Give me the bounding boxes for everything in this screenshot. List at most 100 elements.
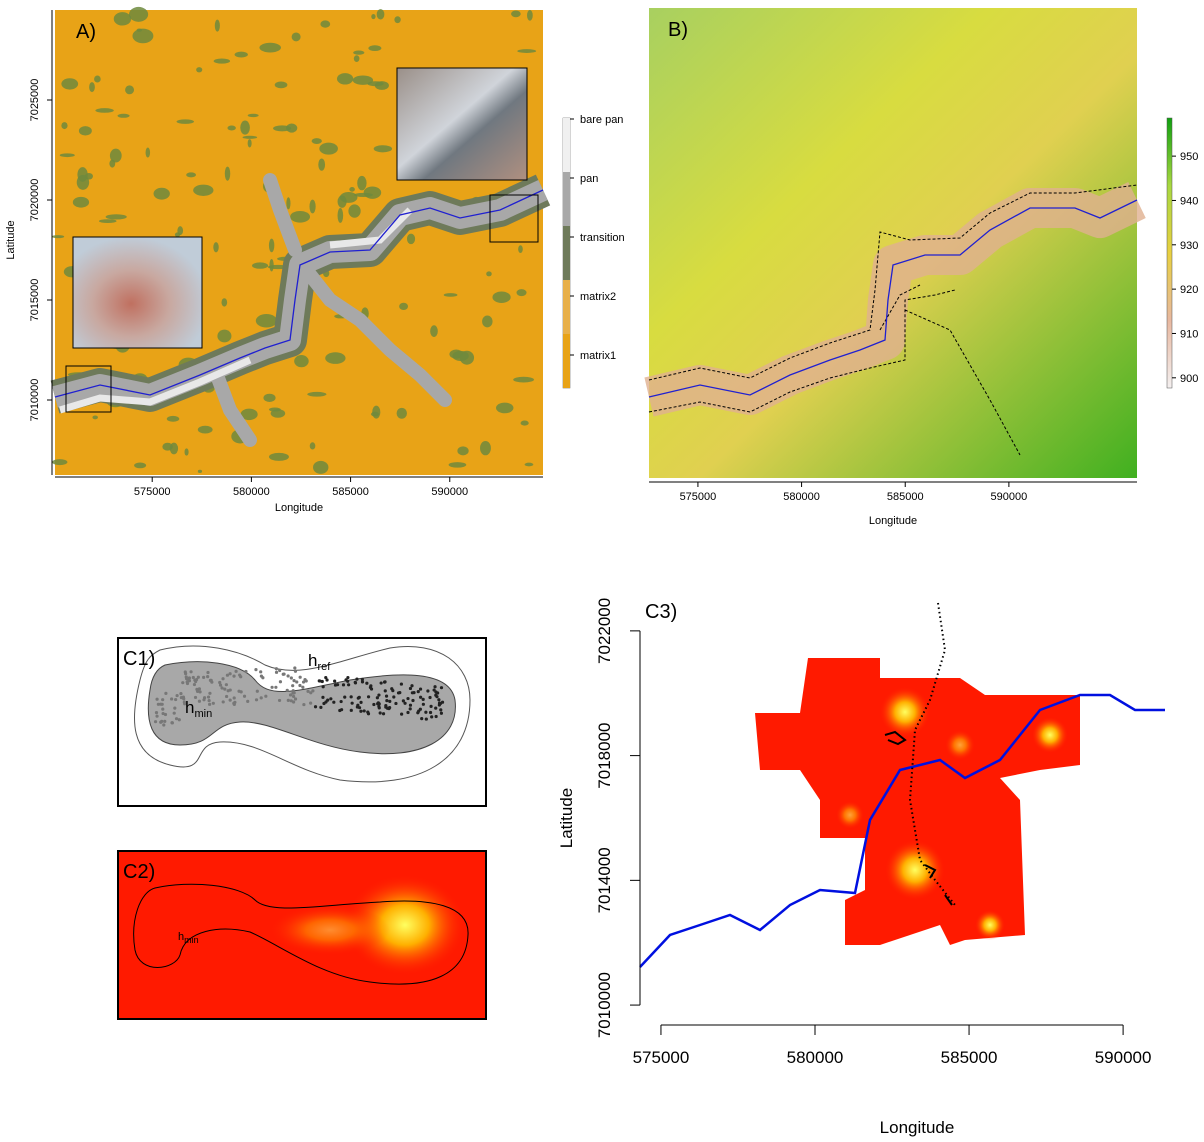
location bbox=[384, 689, 387, 692]
transition-patch bbox=[496, 403, 513, 414]
location bbox=[160, 720, 163, 723]
location bbox=[289, 693, 292, 696]
map-a bbox=[52, 7, 543, 475]
location bbox=[383, 680, 386, 683]
location bbox=[175, 717, 178, 720]
location bbox=[390, 687, 393, 690]
location bbox=[229, 688, 232, 691]
y-tick-label: 7015000 bbox=[29, 279, 41, 322]
legend-label: transition bbox=[580, 232, 625, 244]
location bbox=[293, 666, 296, 669]
location bbox=[174, 698, 177, 701]
annotation-sub: ref bbox=[317, 661, 331, 673]
x-tick-label: 590000 bbox=[991, 491, 1028, 503]
location bbox=[254, 668, 257, 671]
location bbox=[221, 677, 224, 680]
transition-patch bbox=[290, 211, 310, 223]
location bbox=[434, 694, 437, 697]
location bbox=[367, 695, 370, 698]
transition-patch bbox=[517, 49, 536, 53]
transition-patch bbox=[517, 289, 527, 296]
location bbox=[422, 703, 425, 706]
transition-patch bbox=[377, 9, 385, 19]
location bbox=[367, 712, 370, 715]
legend-swatch bbox=[563, 118, 570, 172]
transition-patch bbox=[89, 82, 95, 92]
location bbox=[233, 696, 236, 699]
location bbox=[246, 700, 249, 703]
location bbox=[270, 686, 273, 689]
location bbox=[435, 715, 438, 718]
location bbox=[372, 703, 375, 706]
transition-patch bbox=[106, 214, 127, 219]
transition-patch bbox=[213, 242, 218, 252]
location bbox=[294, 670, 297, 673]
location bbox=[318, 679, 321, 682]
location bbox=[309, 691, 312, 694]
transition-patch bbox=[354, 55, 360, 62]
location bbox=[161, 708, 164, 711]
location bbox=[355, 678, 358, 681]
location bbox=[225, 683, 228, 686]
location bbox=[376, 696, 379, 699]
location bbox=[306, 690, 309, 693]
x-tick-label: 575000 bbox=[633, 1048, 690, 1067]
location bbox=[388, 700, 391, 703]
transition-patch bbox=[394, 16, 400, 23]
location bbox=[385, 695, 388, 698]
location bbox=[365, 682, 368, 685]
transition-patch bbox=[252, 262, 268, 268]
location bbox=[275, 667, 278, 670]
location bbox=[299, 676, 302, 679]
location bbox=[292, 700, 295, 703]
transition-patch bbox=[348, 204, 360, 217]
location bbox=[173, 707, 176, 710]
location bbox=[240, 690, 243, 693]
location bbox=[420, 717, 423, 720]
transition-patch bbox=[79, 126, 92, 135]
location bbox=[255, 698, 258, 701]
location bbox=[206, 671, 209, 674]
location bbox=[324, 700, 327, 703]
transition-patch bbox=[482, 316, 492, 328]
inset-photo bbox=[397, 68, 527, 180]
density-hotspot bbox=[945, 730, 975, 760]
location bbox=[170, 721, 173, 724]
location bbox=[302, 703, 305, 706]
transition-patch bbox=[198, 470, 202, 473]
location bbox=[350, 695, 353, 698]
location bbox=[176, 694, 179, 697]
transition-patch bbox=[259, 43, 281, 53]
x-tick-label: 575000 bbox=[680, 491, 717, 503]
location bbox=[278, 669, 281, 672]
transition-patch bbox=[61, 122, 67, 129]
legend-swatch bbox=[563, 280, 570, 334]
transition-patch bbox=[196, 67, 202, 72]
transition-patch bbox=[492, 291, 510, 302]
location bbox=[340, 708, 343, 711]
location bbox=[259, 670, 262, 673]
location bbox=[332, 701, 335, 704]
transition-patch bbox=[527, 10, 533, 21]
transition-patch bbox=[511, 10, 521, 17]
transition-patch bbox=[198, 426, 213, 434]
location bbox=[440, 712, 443, 715]
location bbox=[325, 678, 328, 681]
location bbox=[184, 672, 187, 675]
annotation-text: h bbox=[185, 698, 194, 717]
location bbox=[180, 696, 183, 699]
transition-patch bbox=[325, 352, 345, 364]
transition-patch bbox=[525, 463, 534, 467]
transition-patch bbox=[248, 114, 259, 117]
transition-patch bbox=[368, 45, 381, 51]
location bbox=[340, 700, 343, 703]
location bbox=[411, 699, 414, 702]
transition-patch bbox=[353, 50, 364, 54]
transition-patch bbox=[444, 293, 458, 297]
x-axis-title: Longitude bbox=[275, 502, 323, 514]
location bbox=[279, 680, 282, 683]
location bbox=[429, 705, 432, 708]
location bbox=[232, 674, 235, 677]
x-tick-label: 580000 bbox=[783, 491, 820, 503]
transition-patch bbox=[125, 85, 134, 94]
